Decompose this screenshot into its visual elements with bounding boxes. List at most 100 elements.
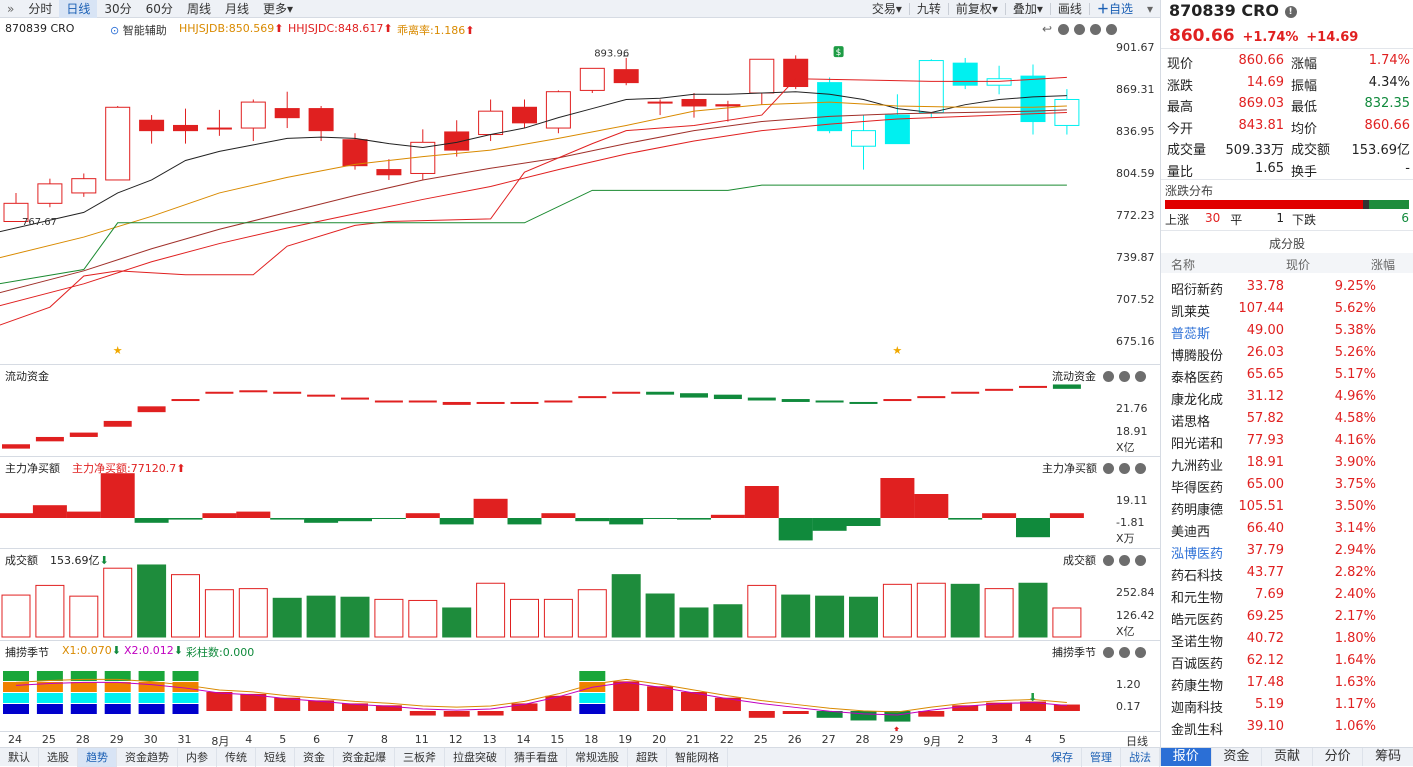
date-label: 24 (8, 733, 22, 746)
indicator-tab[interactable]: 资金起爆 (334, 747, 395, 767)
net-bar (778, 518, 813, 541)
settings-icon[interactable] (1090, 24, 1101, 35)
manage-button[interactable]: 管理 (1082, 747, 1121, 767)
nine-turn-button[interactable]: 九转 (916, 1, 941, 16)
quote-tab[interactable]: 分价 (1312, 748, 1364, 766)
ma-line-red-60 (0, 76, 1067, 326)
season-color-bar (138, 682, 165, 692)
indicator-tab[interactable]: 拉盘突破 (445, 747, 506, 767)
smart-assist-toggle[interactable]: ⊙ 智能辅助 (110, 24, 167, 37)
indicator-tab[interactable]: 传统 (217, 747, 256, 767)
component-name: 药石科技 (1171, 569, 1224, 584)
indicator-tab[interactable]: 内参 (178, 747, 217, 767)
period-tab-30m[interactable]: 30分 (104, 1, 132, 16)
indicator-tab[interactable]: 猜手看盘 (506, 747, 567, 767)
candle-body (444, 131, 470, 151)
component-row[interactable]: 九洲药业 18.91 3.90% (1161, 453, 1413, 475)
date-label: 14 (516, 733, 531, 746)
indicator-tab[interactable]: 选股 (39, 747, 78, 767)
settings-icon[interactable] (1103, 463, 1114, 474)
component-row[interactable]: 昭衍新药 33.78 9.25% (1161, 277, 1413, 299)
help-icon[interactable] (1119, 555, 1130, 566)
quote-tab[interactable]: 报价 (1161, 748, 1212, 766)
indicator-tab[interactable]: 短线 (256, 747, 295, 767)
arrow-up-icon: ⬆ (176, 462, 186, 475)
close-icon[interactable] (1135, 371, 1146, 382)
indicator-tab[interactable]: 默认 (0, 747, 39, 767)
zoom-in-icon[interactable] (1058, 24, 1069, 35)
component-row[interactable]: 药康生物 17.48 1.63% (1161, 673, 1413, 695)
component-row[interactable]: 美迪西 66.40 3.14% (1161, 519, 1413, 541)
help-icon[interactable] (1119, 647, 1130, 658)
adjust-menu[interactable]: 前复权▾ (955, 1, 998, 16)
indicator-tab[interactable]: 超跌 (628, 747, 667, 767)
component-row[interactable]: 诺思格 57.82 4.58% (1161, 409, 1413, 431)
settings-icon[interactable] (1103, 371, 1114, 382)
period-tab-60m[interactable]: 60分 (145, 1, 173, 16)
quote-tab[interactable]: 筹码 (1363, 748, 1413, 766)
season-color-bar (36, 682, 63, 692)
help-icon[interactable] (1119, 371, 1130, 382)
draw-line-button[interactable]: 画线 (1057, 1, 1082, 16)
component-row[interactable]: 凯莱英 107.44 5.62% (1161, 299, 1413, 321)
component-row[interactable]: 金凯生科 39.10 1.06% (1161, 717, 1413, 739)
close-icon[interactable] (1135, 463, 1146, 474)
flow-bar (239, 390, 268, 393)
quote-tab[interactable]: 贡献 (1262, 748, 1313, 766)
quote-label: 成交额 (1291, 143, 1331, 158)
component-row[interactable]: 百诚医药 62.12 1.64% (1161, 651, 1413, 673)
indicator-tab[interactable]: 趋势 (78, 747, 117, 767)
period-tab-day[interactable]: 日线 (59, 0, 98, 18)
back-icon[interactable]: ↩ (1042, 22, 1053, 36)
indicator-tab[interactable]: 资金趋势 (117, 747, 178, 767)
help-icon[interactable] (1119, 463, 1130, 474)
period-tab-more[interactable]: 更多▾ (262, 1, 293, 16)
double-chevron-right-icon[interactable]: » (7, 1, 15, 16)
indicator-tab[interactable]: 三板斧 (395, 747, 445, 767)
add-watchlist-button[interactable]: ＋自选 (1096, 1, 1133, 16)
zoom-out-icon[interactable] (1074, 24, 1085, 35)
close-icon[interactable] (1135, 647, 1146, 658)
period-tab-minute[interactable]: 分时 (28, 1, 53, 16)
price-tick: 901.67 (1116, 41, 1155, 54)
info-icon[interactable]: ! (1284, 5, 1297, 18)
season-color-bar (70, 671, 97, 681)
component-row[interactable]: 泓博医药 37.79 2.94% (1161, 541, 1413, 563)
settings-icon[interactable] (1103, 647, 1114, 658)
component-row[interactable]: 泰格医药 65.65 5.17% (1161, 365, 1413, 387)
component-row[interactable]: 迦南科技 5.19 1.17% (1161, 695, 1413, 717)
indicator-tab[interactable]: 智能网格 (667, 747, 728, 767)
component-name: 和元生物 (1171, 591, 1224, 606)
settings-icon[interactable] (1103, 555, 1114, 566)
indicator-tab[interactable]: 资金 (295, 747, 334, 767)
component-name: 诺思格 (1171, 415, 1211, 430)
strategy-button[interactable]: 战法 (1121, 747, 1160, 767)
date-label: 11 (414, 733, 429, 746)
chevron-down-icon[interactable]: ▾ (1146, 1, 1153, 16)
period-tab-month[interactable]: 月线 (224, 1, 249, 16)
quote-row: 成交量 509.33万 成交额 153.69亿 (1161, 137, 1413, 158)
trade-menu[interactable]: 交易▾ (871, 1, 902, 16)
component-row[interactable]: 康龙化成 31.12 4.96% (1161, 387, 1413, 409)
overlay-menu[interactable]: 叠加▾ (1012, 1, 1043, 16)
component-row[interactable]: 阳光诺和 77.93 4.16% (1161, 431, 1413, 453)
component-row[interactable]: 药石科技 43.77 2.82% (1161, 563, 1413, 585)
component-row[interactable]: 毕得医药 65.00 3.75% (1161, 475, 1413, 497)
component-row[interactable]: 普蕊斯 49.00 5.38% (1161, 321, 1413, 343)
component-row[interactable]: 皓元医药 69.25 2.17% (1161, 607, 1413, 629)
indicator-tab[interactable]: 常规选股 (567, 747, 628, 767)
quote-tab[interactable]: 资金 (1211, 748, 1263, 766)
period-tab-week[interactable]: 周线 (186, 1, 211, 16)
candle-body (308, 108, 334, 132)
component-name: 博腾股份 (1171, 349, 1224, 364)
component-row[interactable]: 圣诺生物 40.72 1.80% (1161, 629, 1413, 651)
component-row[interactable]: 博腾股份 26.03 5.26% (1161, 343, 1413, 365)
quote-value: 860.66 (1364, 117, 1411, 133)
component-row[interactable]: 和元生物 7.69 2.40% (1161, 585, 1413, 607)
save-button[interactable]: 保存 (1043, 747, 1082, 767)
top-toolbar: » 分时 日线 30分 60分 周线 月线 更多▾ 交易▾ 九转 前复权▾ 叠加… (0, 0, 1160, 18)
close-icon[interactable] (1135, 555, 1146, 566)
net-bar (643, 518, 678, 519)
component-row[interactable]: 药明康德 105.51 3.50% (1161, 497, 1413, 519)
close-icon[interactable] (1106, 24, 1117, 35)
